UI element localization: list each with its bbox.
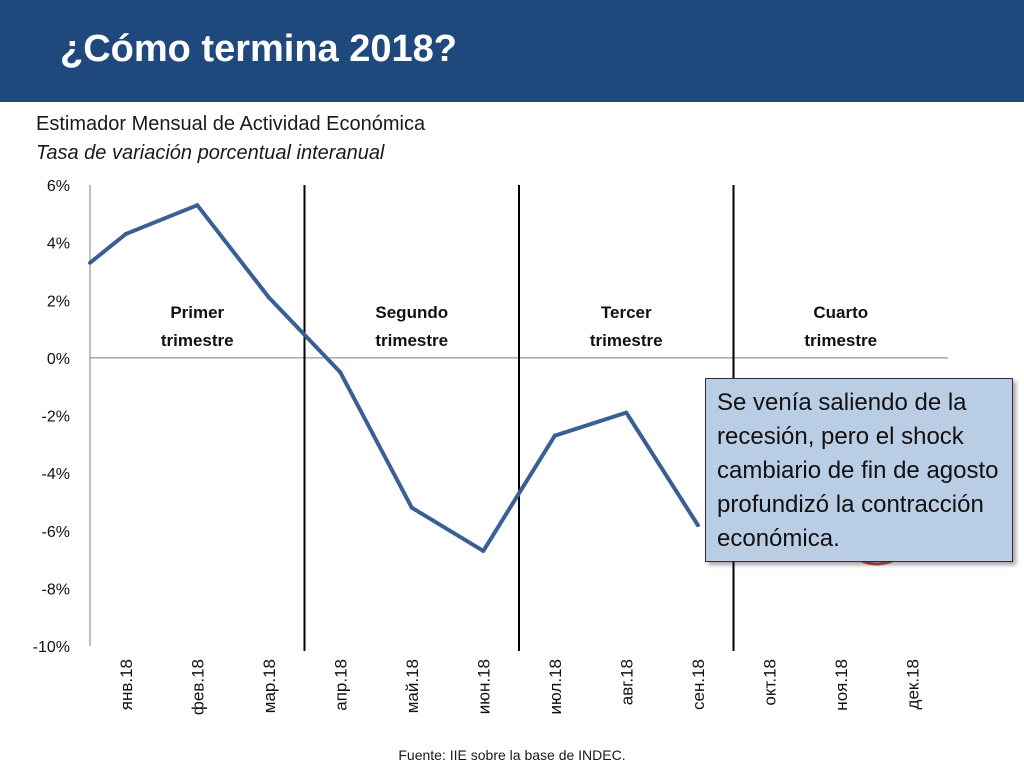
chart-subtitle: Tasa de variación porcentual interanual <box>36 142 385 164</box>
x-tick-label: дек.18 <box>903 659 922 709</box>
x-tick-label: окт.18 <box>760 659 779 706</box>
y-tick-label: -4% <box>42 466 70 483</box>
x-tick-label: янв.18 <box>117 659 136 710</box>
quarter-label-line1: Segundo <box>375 303 448 322</box>
y-tick-label: -8% <box>42 581 70 598</box>
series-line <box>88 203 700 553</box>
chart-title: Estimador Mensual de Actividad Económica <box>36 113 426 135</box>
data-point <box>195 203 200 208</box>
x-tick-label: фев.18 <box>188 659 207 715</box>
x-tick-label: ноя.18 <box>832 659 851 711</box>
quarter-label-line2: trimestre <box>804 331 877 350</box>
quarter-label-line1: Primer <box>170 303 224 322</box>
y-tick-label: 0% <box>47 351 70 368</box>
y-tick-label: 6% <box>47 178 70 195</box>
slide-title: ¿Cómo termina 2018? <box>60 28 457 70</box>
x-tick-label: мар.18 <box>260 659 279 713</box>
quarter-label-line1: Tercer <box>601 303 652 322</box>
x-tick-label: июн.18 <box>474 659 493 714</box>
y-tick-label: 4% <box>47 236 70 253</box>
y-tick-label: 2% <box>47 293 70 310</box>
x-tick-label: июл.18 <box>546 659 565 714</box>
quarter-label-line2: trimestre <box>375 331 448 350</box>
x-tick-label: май.18 <box>403 659 422 713</box>
source-note: Fuente: IIE sobre la base de INDEC. <box>398 747 626 763</box>
quarter-label-line2: trimestre <box>161 331 234 350</box>
y-tick-label: -10% <box>33 639 70 656</box>
data-point <box>481 548 486 553</box>
quarter-label-line1: Cuarto <box>813 303 868 322</box>
data-point <box>695 522 700 527</box>
x-tick-label: апр.18 <box>331 659 350 711</box>
data-point <box>409 505 414 510</box>
y-tick-label: -2% <box>42 409 70 426</box>
data-point <box>338 370 343 375</box>
x-tick-label: авг.18 <box>617 659 636 705</box>
callout-box: Se venía saliendo de la recesión, pero e… <box>705 378 1013 562</box>
title-bar: ¿Cómo termina 2018? <box>0 0 1024 102</box>
y-tick-label: -6% <box>42 524 70 541</box>
data-point <box>123 231 128 236</box>
x-tick-label: сен.18 <box>689 659 708 710</box>
quarter-label-line2: trimestre <box>590 331 663 350</box>
data-point <box>266 295 271 300</box>
data-point <box>624 410 629 415</box>
data-point <box>552 433 557 438</box>
